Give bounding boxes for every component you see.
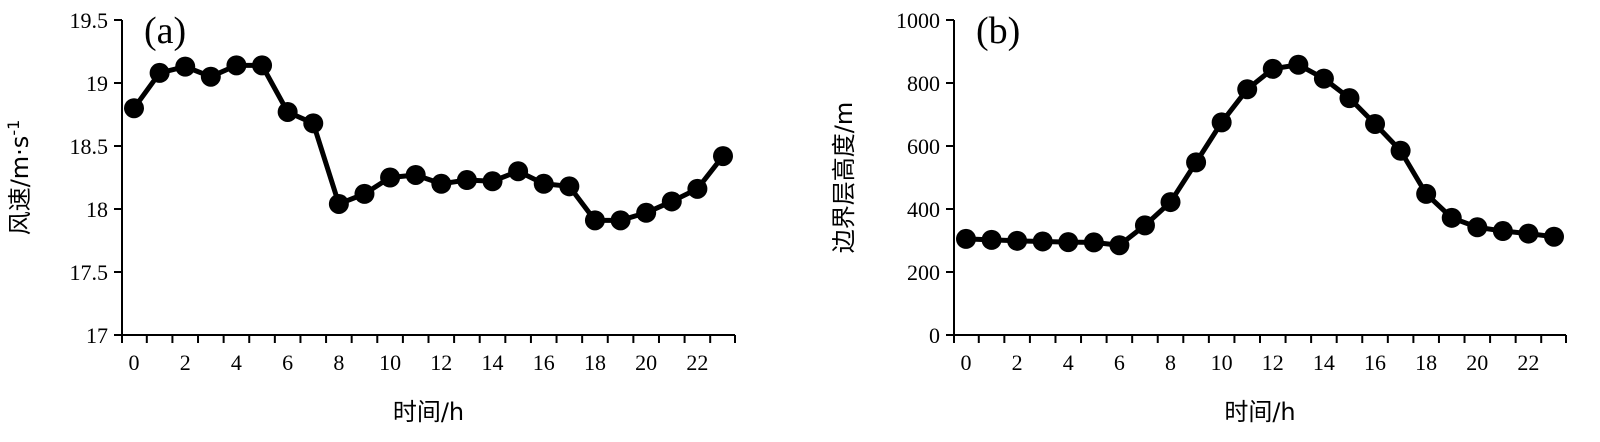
data-point <box>303 113 324 134</box>
data-point <box>1518 223 1539 244</box>
y-tick-label: 19 <box>86 71 108 96</box>
x-tick-label: 16 <box>533 350 555 375</box>
series-line <box>965 62 1555 248</box>
data-point <box>1134 215 1155 236</box>
data-point <box>1492 221 1513 242</box>
data-point <box>636 202 657 223</box>
x-tick-label: 2 <box>1012 350 1023 375</box>
chart-panel-a: 17 17.5 18 18.5 19 19.5 0 2 4 6 8 10 12 14 16 18 20 22 时间/… <box>4 8 736 426</box>
data-point <box>661 191 682 212</box>
data-point <box>380 167 401 188</box>
data-point <box>175 56 196 77</box>
y-tick-label: 17.5 <box>70 260 109 285</box>
y-tick-label: 18 <box>86 197 108 222</box>
x-axis-title: 时间/h <box>393 398 464 426</box>
data-point <box>1441 207 1462 228</box>
data-point <box>1211 112 1232 133</box>
data-point <box>533 173 554 194</box>
data-point <box>1032 231 1053 252</box>
data-point <box>508 161 529 182</box>
y-tick-label: 19.5 <box>70 8 109 33</box>
y-tick-label: 0 <box>929 323 940 348</box>
data-point <box>1313 68 1334 89</box>
data-point <box>1007 230 1028 251</box>
data-point <box>1288 54 1309 75</box>
chart-panel-b: 0 200 400 600 800 1000 0 2 4 6 8 10 12 14 16 18 20 22 时间/h… <box>830 8 1567 426</box>
x-tick-label: 4 <box>1063 350 1074 375</box>
data-point <box>713 146 733 167</box>
x-tick-label: 2 <box>180 350 191 375</box>
data-point <box>559 176 580 197</box>
x-axis-title: 时间/h <box>1224 398 1295 426</box>
data-point <box>584 210 605 231</box>
x-tick-label: 22 <box>686 350 708 375</box>
y-tick-label: 800 <box>907 71 940 96</box>
data-point <box>1544 226 1564 247</box>
x-tick-label: 14 <box>1313 350 1335 375</box>
data-point <box>328 193 349 214</box>
x-tick-label: 20 <box>635 350 657 375</box>
x-tick-label: 22 <box>1517 350 1539 375</box>
x-tick-label: 18 <box>584 350 606 375</box>
x-tick-label: 8 <box>1165 350 1176 375</box>
panel-label: (a) <box>144 10 186 52</box>
y-tick-label: 1000 <box>896 8 940 33</box>
x-tick-label: 8 <box>333 350 344 375</box>
x-tick-label: 12 <box>1262 350 1284 375</box>
x-tick-label: 10 <box>379 350 401 375</box>
data-point <box>354 183 375 204</box>
data-point <box>1160 192 1181 213</box>
data-point <box>431 173 452 194</box>
data-point <box>1058 232 1079 253</box>
data-point <box>252 55 273 76</box>
y-tick-label: 18.5 <box>70 134 109 159</box>
x-tick-label: 0 <box>129 350 140 375</box>
y-axis-title-superscript: -1 <box>4 120 23 136</box>
x-tick-label: 16 <box>1364 350 1386 375</box>
data-point <box>1416 183 1437 204</box>
x-tick-label: 6 <box>282 350 293 375</box>
data-point <box>482 171 503 192</box>
x-tick-label: 18 <box>1415 350 1437 375</box>
data-point <box>277 101 298 122</box>
x-tick-label: 14 <box>482 350 504 375</box>
data-point <box>687 178 708 199</box>
data-point <box>1262 58 1283 79</box>
x-tick-label: 12 <box>430 350 452 375</box>
data-point <box>1390 140 1411 161</box>
data-point <box>1083 232 1104 253</box>
data-point <box>149 62 170 83</box>
data-point <box>956 228 976 249</box>
data-point <box>405 164 426 185</box>
panel-label: (b) <box>976 10 1020 52</box>
y-tick-label: 200 <box>907 260 940 285</box>
data-point <box>1186 152 1207 173</box>
data-point <box>1237 79 1258 100</box>
data-point <box>1339 88 1360 109</box>
data-point <box>610 210 631 231</box>
x-tick-label: 20 <box>1466 350 1488 375</box>
x-tick-label: 6 <box>1114 350 1125 375</box>
x-tick-label: 0 <box>961 350 972 375</box>
x-tick-label: 4 <box>231 350 242 375</box>
x-tick-label: 10 <box>1211 350 1233 375</box>
data-point <box>1467 217 1488 238</box>
y-tick-label: 600 <box>907 134 940 159</box>
data-point <box>226 55 247 76</box>
data-point <box>1365 113 1386 134</box>
y-tick-label: 17 <box>86 323 108 348</box>
data-point <box>200 66 221 87</box>
data-point <box>1109 235 1130 256</box>
y-tick-label: 400 <box>907 197 940 222</box>
y-axis-title: 边界层高度/m <box>830 102 858 253</box>
data-point <box>124 98 144 119</box>
data-point <box>456 170 477 191</box>
data-point <box>981 229 1002 250</box>
y-axis-title: 风速/m·s-1 <box>4 120 34 236</box>
series-line <box>131 62 725 223</box>
